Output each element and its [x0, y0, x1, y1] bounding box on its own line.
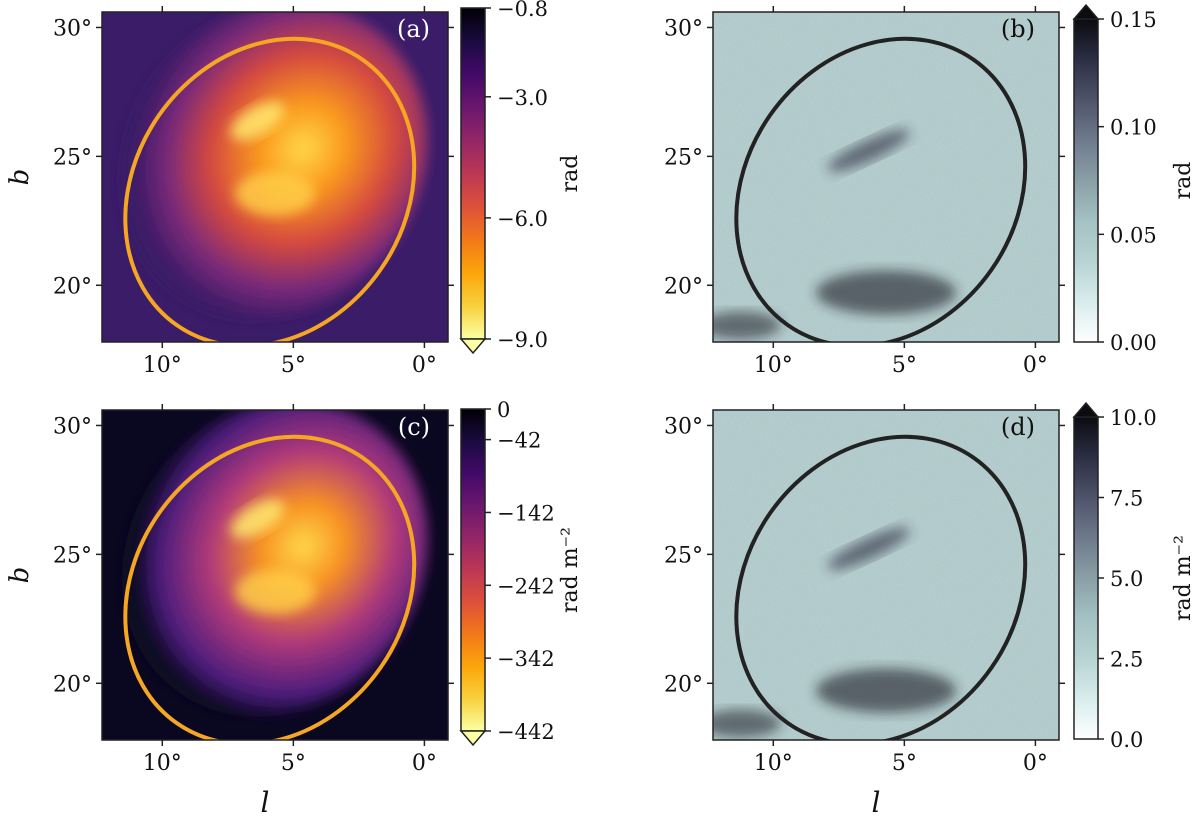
colorbar-extend-max — [1072, 401, 1100, 418]
y-tick-label: 20° — [53, 274, 92, 299]
panel-1: 10° 5° 0° 20° 25° 30° b (a) −0.8 −3.0 −6.0 −9.0 rad — [5, 0, 583, 378]
axes-frame — [712, 11, 1060, 343]
colorbar-tick-label: −142 — [497, 501, 555, 525]
y-axis-label: b — [5, 169, 35, 186]
axes-frame — [101, 11, 449, 343]
y-axis-label: b — [5, 567, 35, 584]
colorbar-extend-max — [1072, 3, 1100, 20]
y-tick-label: 30° — [664, 16, 703, 41]
panel-label: (d) — [1001, 413, 1035, 441]
colorbar: 0 −42 −142 −242 −342 −442 rad m⁻² — [459, 398, 583, 747]
colorbar-tick-label: −3.0 — [497, 86, 548, 110]
map-image — [713, 410, 1059, 740]
x-tick-label: 0° — [1023, 751, 1048, 776]
y-tick-label: 25° — [53, 543, 92, 568]
colorbar-label: rad m⁻² — [558, 527, 583, 613]
colorbar-label: rad m⁻² — [1171, 535, 1196, 621]
colorbar-tick-label: 0.00 — [1110, 331, 1157, 355]
colorbar-tick-label: −42 — [497, 429, 541, 453]
region-ellipse — [734, 434, 1028, 740]
colorbar-extend-min — [459, 338, 487, 355]
x-tick-label: 5° — [281, 751, 306, 776]
x-tick-label: 10° — [143, 353, 182, 378]
colorbar: −0.8 −3.0 −6.0 −9.0 rad — [459, 0, 583, 355]
x-tick-label: 10° — [754, 353, 793, 378]
region-ellipse — [123, 434, 417, 740]
colorbar-tick-label: −0.8 — [497, 0, 548, 21]
axes-frame — [101, 409, 449, 741]
colorbar-label: rad — [558, 155, 583, 193]
axes-frame — [712, 409, 1060, 741]
y-tick-label: 20° — [664, 274, 703, 299]
x-tick-label: 0° — [1023, 353, 1048, 378]
colorbar-label: rad — [1171, 162, 1196, 200]
y-tick-label: 20° — [664, 672, 703, 697]
region-ellipse — [734, 36, 1028, 342]
colorbar-tick-label: 2.5 — [1110, 648, 1143, 672]
x-tick-label: 0° — [412, 751, 437, 776]
colorbar-tick-label: 0.0 — [1110, 728, 1143, 752]
colorbar-tick-label: 5.0 — [1110, 567, 1143, 591]
colorbar-tick-label: 0.15 — [1110, 8, 1157, 32]
colorbar-tick-label: −242 — [497, 574, 555, 598]
colorbar-tick-label: 0 — [497, 398, 510, 422]
x-tick-label: 5° — [892, 751, 917, 776]
y-tick-label: 30° — [53, 414, 92, 439]
x-axis-label: l — [261, 786, 270, 819]
colorbar-tick-label: −6.0 — [497, 207, 548, 231]
colorbar-tick-label: −442 — [497, 720, 555, 744]
colorbar-tick-label: 10.0 — [1110, 406, 1157, 430]
panel-4: 10° 5° 0° 20° 25° 30° l (d) 0.0 2.5 5.0 7.5 10.0 rad … — [664, 401, 1196, 819]
y-tick-label: 25° — [664, 543, 703, 568]
panel-3: 10° 5° 0° 20° 25° 30° b l (c) 0 −42 −142 −242 −342 −44… — [5, 398, 583, 819]
map-image — [102, 12, 448, 342]
x-tick-label: 5° — [281, 353, 306, 378]
x-tick-label: 10° — [754, 751, 793, 776]
panel-label: (c) — [398, 413, 430, 441]
y-tick-label: 30° — [53, 16, 92, 41]
x-tick-label: 0° — [412, 353, 437, 378]
y-tick-label: 25° — [664, 145, 703, 170]
region-ellipse — [123, 36, 417, 342]
colorbar-tick-label: 7.5 — [1110, 487, 1143, 511]
map-image — [713, 12, 1059, 342]
colorbar-tick-label: 0.10 — [1110, 116, 1157, 140]
y-tick-label: 20° — [53, 672, 92, 697]
colorbar: 0.00 0.05 0.10 0.15 rad — [1072, 3, 1196, 355]
x-tick-label: 10° — [143, 751, 182, 776]
map-image — [102, 410, 448, 740]
colorbar-tick-label: −9.0 — [497, 328, 548, 352]
y-tick-label: 30° — [664, 414, 703, 439]
panel-label: (b) — [1001, 15, 1035, 43]
colorbar: 0.0 2.5 5.0 7.5 10.0 rad m⁻² — [1072, 401, 1196, 752]
colorbar-tick-label: 0.05 — [1110, 223, 1157, 247]
x-tick-label: 5° — [892, 353, 917, 378]
y-tick-label: 25° — [53, 145, 92, 170]
colorbar-extend-min — [459, 730, 487, 747]
panel-label: (a) — [397, 15, 430, 43]
colorbar-tick-label: −342 — [497, 647, 555, 671]
x-axis-label: l — [872, 786, 881, 819]
panel-2: 10° 5° 0° 20° 25° 30° (b) 0.00 0.05 0.10 0.15 rad — [664, 3, 1196, 378]
